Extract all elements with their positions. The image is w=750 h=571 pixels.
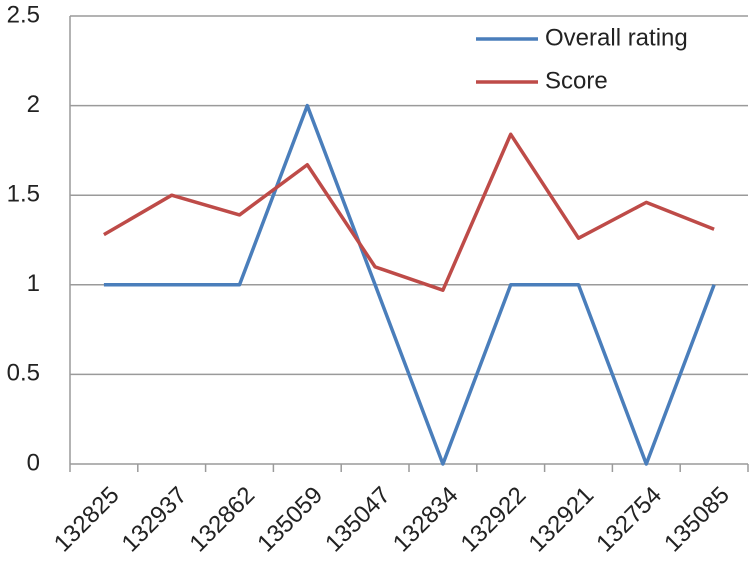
x-tick-label: 132921 <box>524 482 600 558</box>
x-tick-label: 132825 <box>49 482 125 558</box>
y-tick-label: 0.5 <box>7 360 40 387</box>
x-tick-label: 135047 <box>320 482 396 558</box>
y-tick-label: 0 <box>27 449 40 476</box>
y-tick-label: 1 <box>27 270 40 297</box>
x-tick-label: 132834 <box>388 482 464 558</box>
legend-label: Overall rating <box>545 24 688 51</box>
x-tick-label: 132922 <box>456 482 532 558</box>
y-tick-label: 1.5 <box>7 181 40 208</box>
y-tick-label: 2 <box>27 91 40 118</box>
x-tick-label: 132754 <box>591 482 667 558</box>
series-line <box>103 103 716 466</box>
legend-label: Score <box>545 67 608 94</box>
x-tick-label: 132937 <box>117 482 193 558</box>
x-tick-label: 132862 <box>185 482 261 558</box>
x-tick-label: 135059 <box>252 482 328 558</box>
x-tick-label: 135085 <box>659 482 735 558</box>
series-line <box>103 132 715 292</box>
y-tick-label: 2.5 <box>7 1 40 28</box>
